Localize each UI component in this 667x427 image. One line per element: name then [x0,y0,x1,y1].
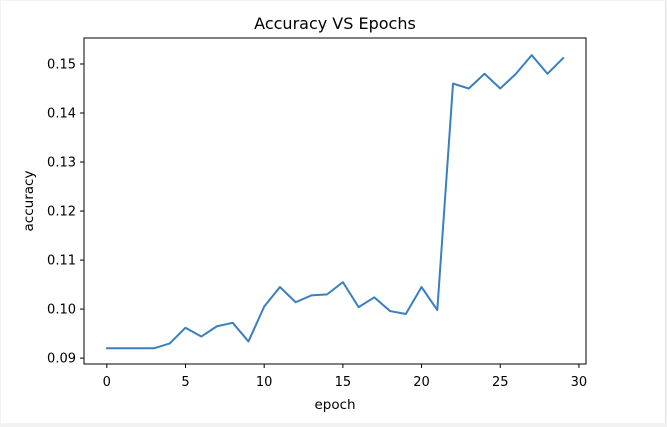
x-axis-label: epoch [314,397,355,413]
x-tick-label: 20 [413,375,430,390]
chart-title: Accuracy VS Epochs [254,14,416,33]
x-tick-label: 0 [103,375,111,390]
y-tick-label: 0.14 [47,107,76,122]
y-axis-ticks: 0.09 0.10 0.11 0.12 0.13 0.14 0.15 [47,57,84,367]
y-tick-label: 0.11 [47,254,76,269]
y-tick-label: 0.12 [47,205,76,220]
x-tick-label: 10 [256,375,273,390]
y-tick-label: 0.13 [47,156,76,171]
plot-area-frame [83,37,587,365]
y-tick-label: 0.09 [47,352,76,367]
y-tick-label: 0.10 [47,303,76,318]
y-tick-label: 0.15 [47,57,76,72]
x-tick-label: 5 [181,375,189,390]
x-tick-label: 25 [492,375,509,390]
x-tick-label: 15 [335,375,352,390]
x-axis-ticks: 0 5 10 15 20 25 30 [103,364,588,390]
y-axis-label: accuracy [21,171,37,232]
x-tick-label: 30 [571,375,588,390]
accuracy-series-line [105,54,565,350]
